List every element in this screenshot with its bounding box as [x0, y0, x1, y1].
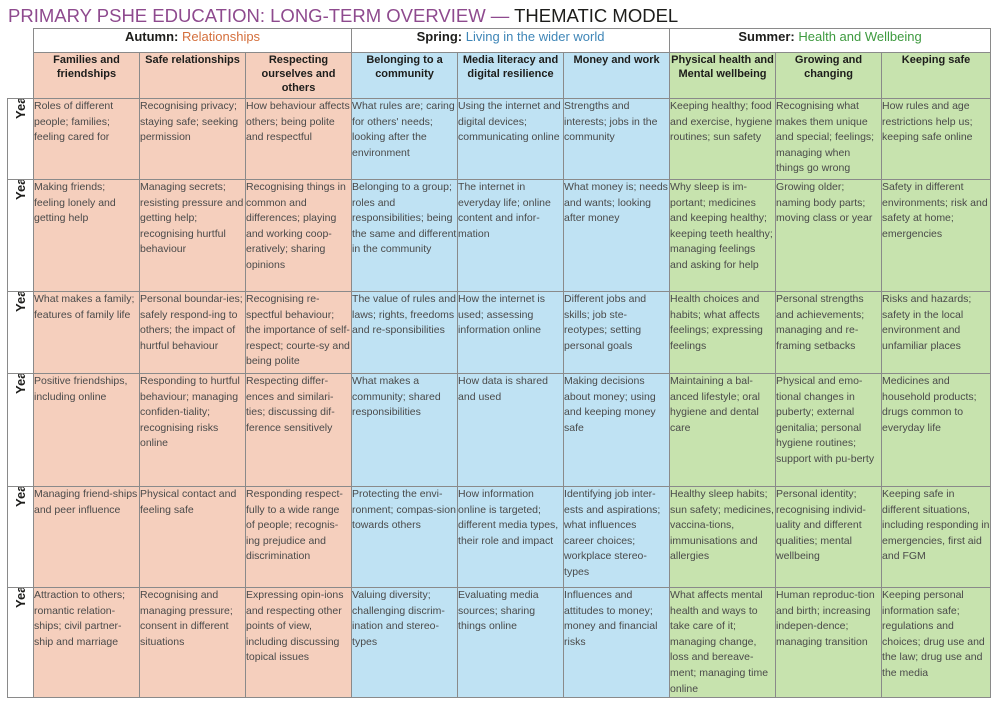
year-label-cell: Year 1	[7, 98, 34, 180]
topic-header: Respecting ourselves and others	[244, 52, 353, 99]
corner-blank-2	[7, 52, 34, 99]
term-autumn-theme: Relationships	[182, 29, 261, 45]
term-spring-name: Spring:	[416, 29, 463, 45]
title-main: PRIMARY PSHE EDUCATION: LONG-TERM OVERVI…	[8, 5, 515, 26]
table-cell: Respecting differ-ences and similari-tie…	[244, 373, 353, 487]
topic-header: Keeping safe	[881, 52, 992, 99]
term-summer: Summer: Health and Wellbeing	[669, 28, 992, 53]
term-summer-name: Summer:	[738, 29, 795, 45]
term-summer-theme: Health and Wellbeing	[798, 29, 922, 45]
year-label: Year 4	[13, 373, 28, 395]
table-cell: Recognising things in common and differe…	[244, 179, 353, 292]
table-cell: Safety in different environments; risk a…	[881, 179, 992, 292]
year-label-cell: Year 2	[7, 179, 34, 292]
year-label-cell: Year 6	[7, 586, 34, 699]
overview-table: Autumn: Relationships Spring: Living in …	[7, 28, 992, 699]
table-cell: How behaviour affects others; being poli…	[244, 98, 353, 180]
table-cell: The internet in everyday life; online co…	[457, 179, 565, 292]
table-cell: What makes a community; shared responsib…	[351, 373, 459, 487]
term-autumn-name: Autumn:	[124, 29, 179, 45]
table-cell: Physical and emo-tional changes in puber…	[775, 373, 883, 487]
table-cell: Attraction to others; romantic relation-…	[33, 586, 140, 699]
table-row: Year 1 Roles of different people; familie…	[7, 98, 992, 180]
table-cell: What money is; needs and wants; looking …	[563, 179, 671, 292]
table-cell: Maintaining a bal-anced lifestyle; oral …	[669, 373, 777, 487]
table-cell: Health choices and habits; what affects …	[669, 291, 777, 374]
table-cell: How the internet is used; assessing info…	[457, 291, 565, 374]
table-cell: Making friends; feeling lonely and getti…	[33, 179, 140, 292]
table-cell: Positive friendships, including online	[33, 373, 140, 487]
table-cell: Identifying job inter-ests and aspiratio…	[563, 486, 671, 588]
table-cell: How data is shared and used	[457, 373, 565, 487]
year-label-cell: Year 5	[7, 486, 34, 588]
table-cell: Recognising re-spectful behaviour; the i…	[244, 291, 353, 374]
term-header-row: Autumn: Relationships Spring: Living in …	[7, 28, 992, 53]
table-cell: What affects mental health and ways to t…	[669, 586, 777, 699]
table-cell: Responding to hurtful behaviour; managin…	[139, 373, 246, 487]
table-cell: Recognising what makes them unique and s…	[775, 98, 883, 180]
corner-blank	[7, 28, 34, 53]
table-cell: Healthy sleep habits; sun safety; medici…	[669, 486, 777, 588]
table-row: Year 6 Attraction to others; romantic rel…	[7, 586, 992, 699]
topic-header: Growing and changing	[775, 52, 883, 99]
table-cell: What rules are; caring for others' needs…	[351, 98, 459, 180]
table-cell: The value of rules and laws; rights, fre…	[351, 291, 459, 374]
table-row: Year 5 Managing friend-ships and peer inf…	[7, 486, 992, 588]
title-model: THEMATIC MODEL	[514, 5, 679, 26]
table-cell: Human reproduc-tion and birth; increasin…	[775, 586, 883, 699]
table-cell: Strengths and interests; jobs in the com…	[563, 98, 671, 180]
table-cell: Keeping healthy; food and exercise, hygi…	[669, 98, 777, 180]
table-cell: Medicines and household products; drugs …	[881, 373, 992, 487]
table-cell: How rules and age restrictions help us; …	[881, 98, 992, 180]
table-body: Year 1 Roles of different people; familie…	[7, 98, 992, 699]
table-cell: How information online is targeted; diff…	[457, 486, 565, 588]
table-cell: Risks and hazards; safety in the local e…	[881, 291, 992, 374]
table-cell: Making decisions about money; using and …	[563, 373, 671, 487]
table-cell: Recognising and managing pressure; conse…	[139, 586, 246, 699]
table-cell: Valuing diversity; challenging discrim-i…	[351, 586, 459, 699]
table-cell: Expressing opin-ions and respecting othe…	[244, 586, 353, 699]
topic-header: Money and work	[563, 52, 671, 99]
table-cell: Keeping safe in different situations, in…	[881, 486, 992, 588]
topic-header: Media literacy and digital resilience	[457, 52, 565, 99]
table-cell: Responding respect-fully to a wide range…	[244, 486, 353, 588]
table-cell: Using the internet and digital devices; …	[457, 98, 565, 180]
term-spring: Spring: Living in the wider world	[351, 28, 671, 53]
table-cell: Personal strengths and achievements; man…	[775, 291, 883, 374]
table-row: Year 4 Positive friendships, including on…	[7, 373, 992, 487]
term-autumn: Autumn: Relationships	[32, 28, 353, 53]
topic-header: Safe relationships	[139, 52, 246, 99]
table-row: Year 3 What makes a family; features of f…	[7, 291, 992, 374]
table-cell: Keeping personal information safe; regul…	[881, 586, 992, 699]
table-cell: What makes a family; features of family …	[33, 291, 140, 374]
table-cell: Belonging to a group; roles and responsi…	[351, 179, 459, 292]
term-spring-theme: Living in the wider world	[465, 29, 605, 45]
table-cell: Physical contact and feeling safe	[139, 486, 246, 588]
table-cell: Roles of different people; families; fee…	[33, 98, 140, 180]
topic-header: Physical health and Mental wellbeing	[669, 52, 777, 99]
year-label: Year 6	[13, 587, 28, 608]
table-cell: Why sleep is im-portant; medicines and k…	[669, 179, 777, 292]
table-cell: Managing friend-ships and peer influence	[33, 486, 140, 588]
year-label: Year 5	[13, 486, 28, 508]
topic-header-row: Families and friendships Safe relationsh…	[7, 52, 992, 99]
table-cell: Recognising privacy; staying safe; seeki…	[139, 98, 246, 180]
table-cell: Influences and attitudes to money; money…	[563, 586, 671, 699]
year-label: Year 1	[13, 98, 28, 120]
table-cell: Managing secrets; resisting pressure and…	[139, 179, 246, 292]
year-label: Year 3	[13, 291, 28, 313]
year-label-cell: Year 4	[7, 373, 34, 487]
table-cell: Personal identity; recognising individ-u…	[775, 486, 883, 588]
table-cell: Evaluating media sources; sharing things…	[457, 586, 565, 699]
table-row: Year 2 Making friends; feeling lonely and…	[7, 179, 992, 292]
page-title: PRIMARY PSHE EDUCATION: LONG-TERM OVERVI…	[8, 5, 678, 27]
year-label: Year 2	[13, 179, 28, 201]
table-cell: Growing older; naming body parts; moving…	[775, 179, 883, 292]
topic-header: Belonging to a community	[351, 52, 459, 99]
year-label-cell: Year 3	[7, 291, 34, 374]
topic-header: Families and friendships	[33, 52, 140, 99]
table-cell: Protecting the envi-ronment; compas-sion…	[351, 486, 459, 588]
table-cell: Different jobs and skills; job ste-reoty…	[563, 291, 671, 374]
table-cell: Personal boundar-ies; safely respond-ing…	[139, 291, 246, 374]
